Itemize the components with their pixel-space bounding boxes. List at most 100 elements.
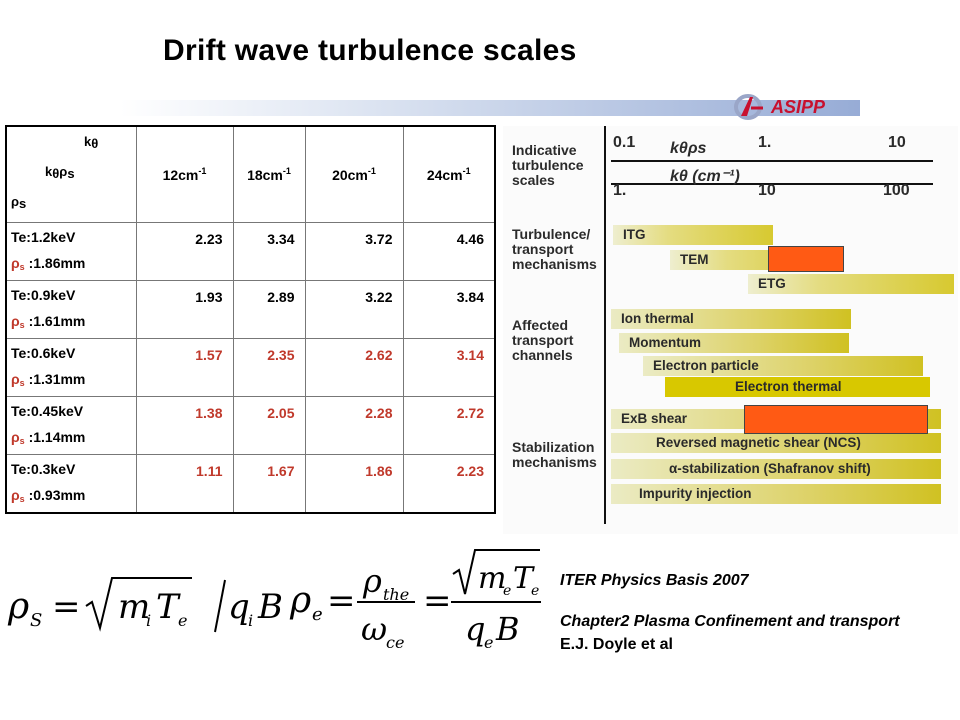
svg-text:q: q bbox=[465, 610, 485, 648]
table-cell: 2.72 bbox=[403, 396, 495, 456]
svg-text:ce: ce bbox=[386, 633, 404, 652]
bar-itg: ITG bbox=[613, 225, 773, 245]
top-tick: 10 bbox=[888, 134, 906, 151]
bar-alpha-stabilization: α-stabilization (Shafranov shift) bbox=[611, 459, 941, 479]
table-cell: 3.14 bbox=[403, 338, 495, 398]
table-cell: 2.62 bbox=[305, 338, 404, 398]
column-header: 24cm-1 bbox=[403, 126, 495, 224]
table-row: Te:0.3keV ρs :0.93mm 1.11 1.67 1.86 2.23 bbox=[6, 454, 495, 513]
svg-text:S: S bbox=[30, 610, 42, 631]
svg-text:m: m bbox=[478, 561, 506, 596]
top-tick: 0.1 bbox=[613, 134, 636, 151]
brand: ASIPP bbox=[733, 93, 825, 121]
table-cell: 4.46 bbox=[403, 222, 495, 282]
table-cell: 2.05 bbox=[233, 396, 306, 456]
page-title: Drift wave turbulence scales bbox=[163, 34, 577, 67]
table-cell: 2.23 bbox=[136, 222, 234, 282]
table-cell: 2.28 bbox=[305, 396, 404, 456]
svg-text:T: T bbox=[156, 587, 181, 627]
formula-rho-s: ρ S = m i T e q i B bbox=[7, 577, 283, 633]
bottom-tick: 10 bbox=[758, 182, 776, 199]
svg-text:e: e bbox=[503, 583, 511, 599]
table-cell: 1.38 bbox=[136, 396, 234, 456]
column-header: 20cm-1 bbox=[305, 126, 404, 224]
row-label: Te:0.9keV ρs :1.61mm bbox=[6, 280, 137, 340]
svg-text:m: m bbox=[118, 587, 150, 627]
bottom-axis-label: kθ (cm⁻¹) bbox=[670, 168, 740, 185]
table-cell: 3.34 bbox=[233, 222, 306, 282]
turbulence-scale-table: kθ kθρs ρs 12cm-1 18cm-1 20cm-1 24cm-1 T… bbox=[5, 125, 496, 514]
svg-text:=: = bbox=[423, 581, 452, 621]
axis-line-bottom bbox=[611, 183, 933, 185]
row-label: Te:1.2keV ρs :1.86mm bbox=[6, 222, 137, 282]
corner-rho-s: ρs bbox=[11, 194, 27, 212]
row-label: Te:0.45keV ρs :1.14mm bbox=[6, 396, 137, 456]
svg-text:B: B bbox=[257, 587, 283, 627]
svg-text:ω: ω bbox=[361, 610, 387, 648]
table-cell: 1.57 bbox=[136, 338, 234, 398]
highlight-box-exb bbox=[744, 405, 928, 434]
svg-text:B: B bbox=[495, 610, 520, 648]
top-tick: 1. bbox=[758, 134, 772, 151]
table-header-row: kθ kθρs ρs 12cm-1 18cm-1 20cm-1 24cm-1 bbox=[6, 126, 495, 224]
bottom-tick: 1. bbox=[613, 182, 627, 199]
table-cell: 1.11 bbox=[136, 454, 234, 513]
svg-text:i: i bbox=[146, 611, 151, 630]
bottom-tick: 100 bbox=[883, 182, 910, 199]
svg-text:T: T bbox=[513, 561, 535, 596]
svg-text:e: e bbox=[178, 611, 187, 630]
reference-citation: Chapter2 Plasma Confinement and transpor… bbox=[560, 610, 930, 656]
table-cell: 3.72 bbox=[305, 222, 404, 282]
table-cell: 1.86 bbox=[305, 454, 404, 513]
svg-text:the: the bbox=[383, 585, 409, 604]
table-cell: 2.23 bbox=[456, 463, 484, 480]
table-row: Te:1.2keV ρs :1.86mm 2.23 3.34 3.72 4.46 bbox=[6, 222, 495, 282]
svg-text:e: e bbox=[531, 583, 539, 599]
corner-k-theta-rho-s: kθρs bbox=[45, 164, 75, 182]
category-indicative: Indicative turbulence scales bbox=[512, 142, 584, 188]
bar-impurity-injection: Impurity injection bbox=[611, 484, 941, 504]
reference-authors: E.J. Doyle et al bbox=[560, 636, 673, 653]
bar-momentum: Momentum bbox=[619, 333, 849, 353]
bar-etg: ETG bbox=[748, 274, 954, 294]
table-cell: 2.35 bbox=[233, 338, 306, 398]
table-row: Te:0.45keV ρs :1.14mm 1.38 2.05 2.28 2.72 bbox=[6, 396, 495, 456]
figure-divider bbox=[604, 126, 606, 524]
turbulence-scales-figure: Indicative turbulence scales Turbulence/tr… bbox=[503, 126, 958, 534]
header-gradient-bar bbox=[120, 100, 860, 116]
svg-text:e: e bbox=[484, 633, 493, 652]
svg-text:ρ: ρ bbox=[289, 580, 311, 621]
table-row: Te:0.9keV ρs :1.61mm 1.93 2.89 3.22 3.84 bbox=[6, 280, 495, 340]
svg-text:i: i bbox=[248, 611, 253, 630]
table-cell: 3.22 bbox=[305, 280, 404, 340]
category-stabilization: Stabilization mechanisms bbox=[512, 439, 597, 470]
table-cell: 3.84 bbox=[403, 280, 495, 340]
category-mechanisms: Turbulence/transport mechanisms bbox=[512, 226, 597, 272]
table-row: Te:0.6keV ρs :1.31mm 1.57 2.35 2.62 3.14 bbox=[6, 338, 495, 398]
svg-text:=: = bbox=[52, 587, 81, 627]
highlight-box-tem bbox=[768, 246, 844, 272]
bar-electron-thermal: Electron thermal bbox=[665, 377, 930, 397]
column-header: 12cm-1 bbox=[136, 126, 234, 224]
top-axis-label: kθρs bbox=[670, 140, 707, 157]
svg-text:q: q bbox=[228, 587, 250, 627]
table-cell: 1.93 bbox=[136, 280, 234, 340]
svg-text:ρ: ρ bbox=[362, 562, 382, 600]
row-label: Te:0.3keV ρs :0.93mm bbox=[6, 454, 137, 513]
row-label: Te:0.6keV ρs :1.31mm bbox=[6, 338, 137, 398]
reference-chapter: Chapter2 Plasma Confinement and transpor… bbox=[560, 613, 900, 630]
table-cell: 2.89 bbox=[233, 280, 306, 340]
table-corner-cell: kθ kθρs ρs bbox=[6, 126, 137, 224]
reference-title: ITER Physics Basis 2007 bbox=[560, 572, 749, 589]
asipp-logo-icon bbox=[734, 94, 763, 120]
bar-ion-thermal: Ion thermal bbox=[611, 309, 851, 329]
svg-text:e: e bbox=[312, 604, 323, 625]
table-cell: 1.67 bbox=[233, 454, 306, 513]
bar-ncs: Reversed magnetic shear (NCS) bbox=[611, 433, 941, 453]
corner-k-theta: kθ bbox=[84, 134, 99, 152]
svg-text:ρ: ρ bbox=[7, 586, 29, 627]
category-channels: Affected transport channels bbox=[512, 317, 574, 363]
bar-electron-particle: Electron particle bbox=[643, 356, 923, 376]
axis-line-top bbox=[611, 160, 933, 162]
brand-name: ASIPP bbox=[771, 96, 826, 117]
